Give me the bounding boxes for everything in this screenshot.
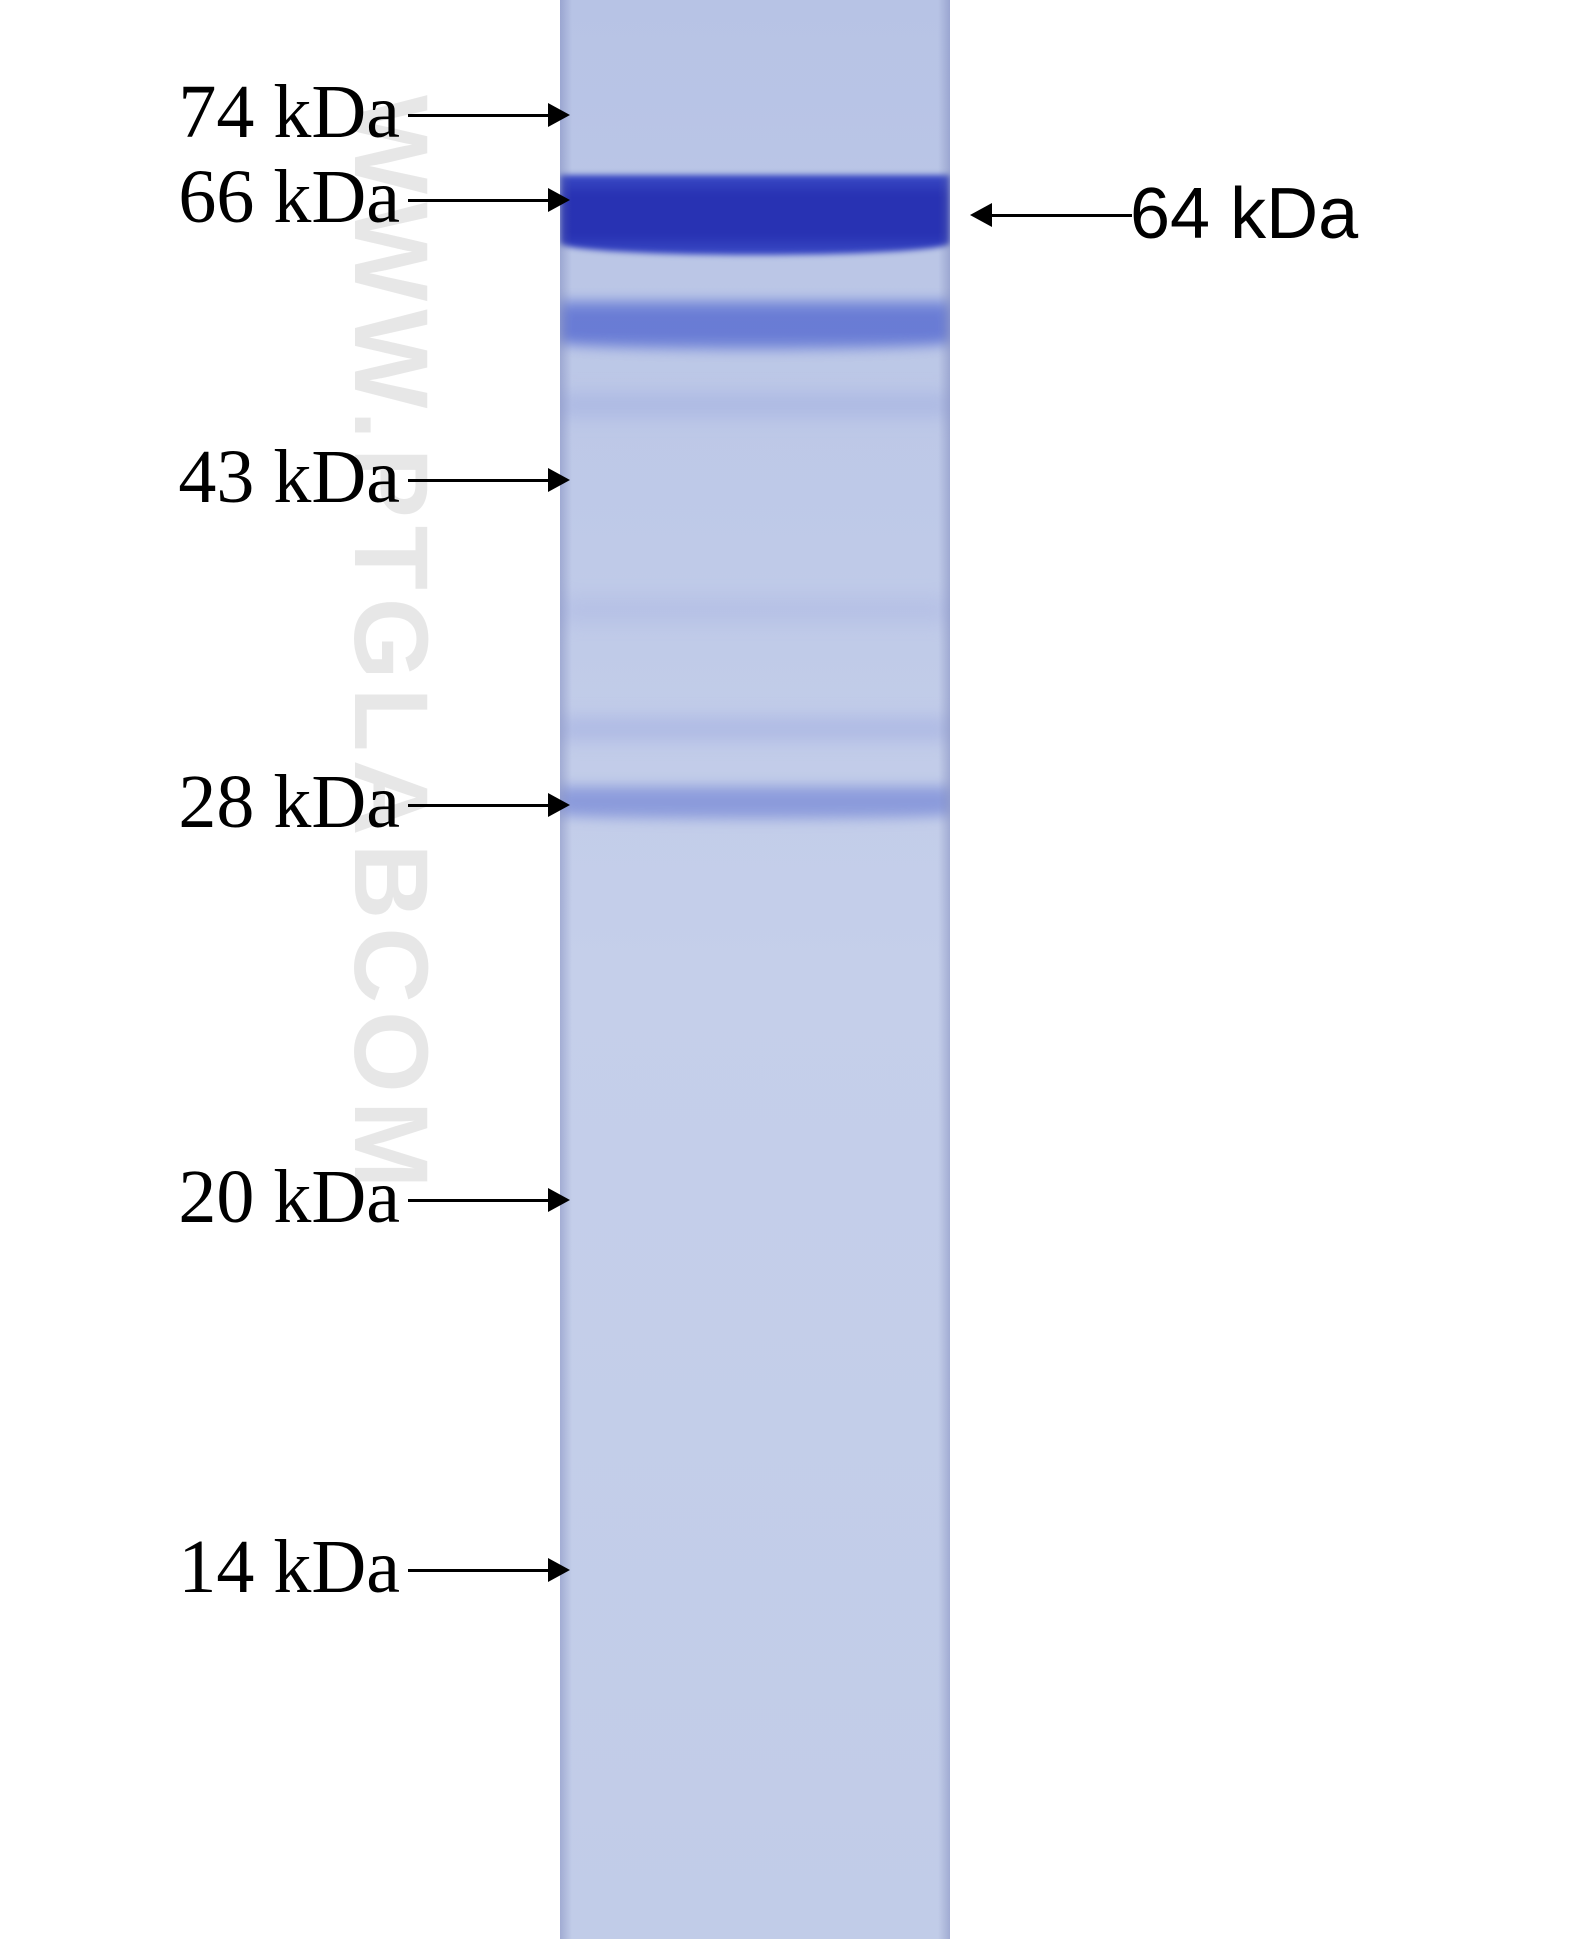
marker-arrow-20kda bbox=[408, 1188, 570, 1212]
arrow-line bbox=[408, 114, 548, 117]
arrow-line bbox=[408, 199, 548, 202]
secondary-band-55kda bbox=[560, 300, 950, 350]
marker-label-43kda: 43 kDa bbox=[178, 434, 400, 521]
gel-lane bbox=[560, 0, 950, 1939]
arrow-head-right-icon bbox=[548, 1188, 570, 1212]
marker-arrow-28kda bbox=[408, 793, 570, 817]
arrow-head-right-icon bbox=[548, 103, 570, 127]
faint-band-30kda bbox=[560, 715, 950, 743]
marker-label-20kda: 20 kDa bbox=[178, 1154, 400, 1241]
arrow-head-right-icon bbox=[548, 793, 570, 817]
arrow-head-right-icon bbox=[548, 468, 570, 492]
watermark-text: WWW.PTGLABCOM bbox=[330, 95, 450, 1196]
marker-label-28kda: 28 kDa bbox=[178, 759, 400, 846]
marker-arrow-43kda bbox=[408, 468, 570, 492]
arrow-line bbox=[408, 1199, 548, 1202]
faint-band-45kda bbox=[560, 390, 950, 420]
marker-arrow-14kda bbox=[408, 1558, 570, 1582]
main-band-64kda bbox=[560, 175, 950, 255]
arrow-head-right-icon bbox=[548, 188, 570, 212]
arrow-line bbox=[408, 1569, 548, 1572]
marker-arrow-74kda bbox=[408, 103, 570, 127]
lane-edge-right bbox=[938, 0, 950, 1939]
arrow-line bbox=[408, 804, 548, 807]
band-28kda bbox=[560, 785, 950, 820]
arrow-line bbox=[992, 214, 1132, 217]
marker-arrow-66kda bbox=[408, 188, 570, 212]
marker-label-14kda: 14 kDa bbox=[178, 1524, 400, 1611]
faint-band-35kda bbox=[560, 595, 950, 625]
arrow-line bbox=[408, 479, 548, 482]
arrow-head-right-icon bbox=[548, 1558, 570, 1582]
result-arrow bbox=[970, 203, 1132, 227]
arrow-head-left-icon bbox=[970, 203, 992, 227]
marker-label-74kda: 74 kDa bbox=[178, 69, 400, 156]
marker-label-66kda: 66 kDa bbox=[178, 154, 400, 241]
lane-edge-left bbox=[560, 0, 572, 1939]
gel-image-container: WWW.PTGLABCOM 74 kDa66 kDa 43 kDa 28 kDa 20… bbox=[0, 0, 1585, 1939]
result-label-64kda: 64 kDa bbox=[1130, 173, 1358, 255]
